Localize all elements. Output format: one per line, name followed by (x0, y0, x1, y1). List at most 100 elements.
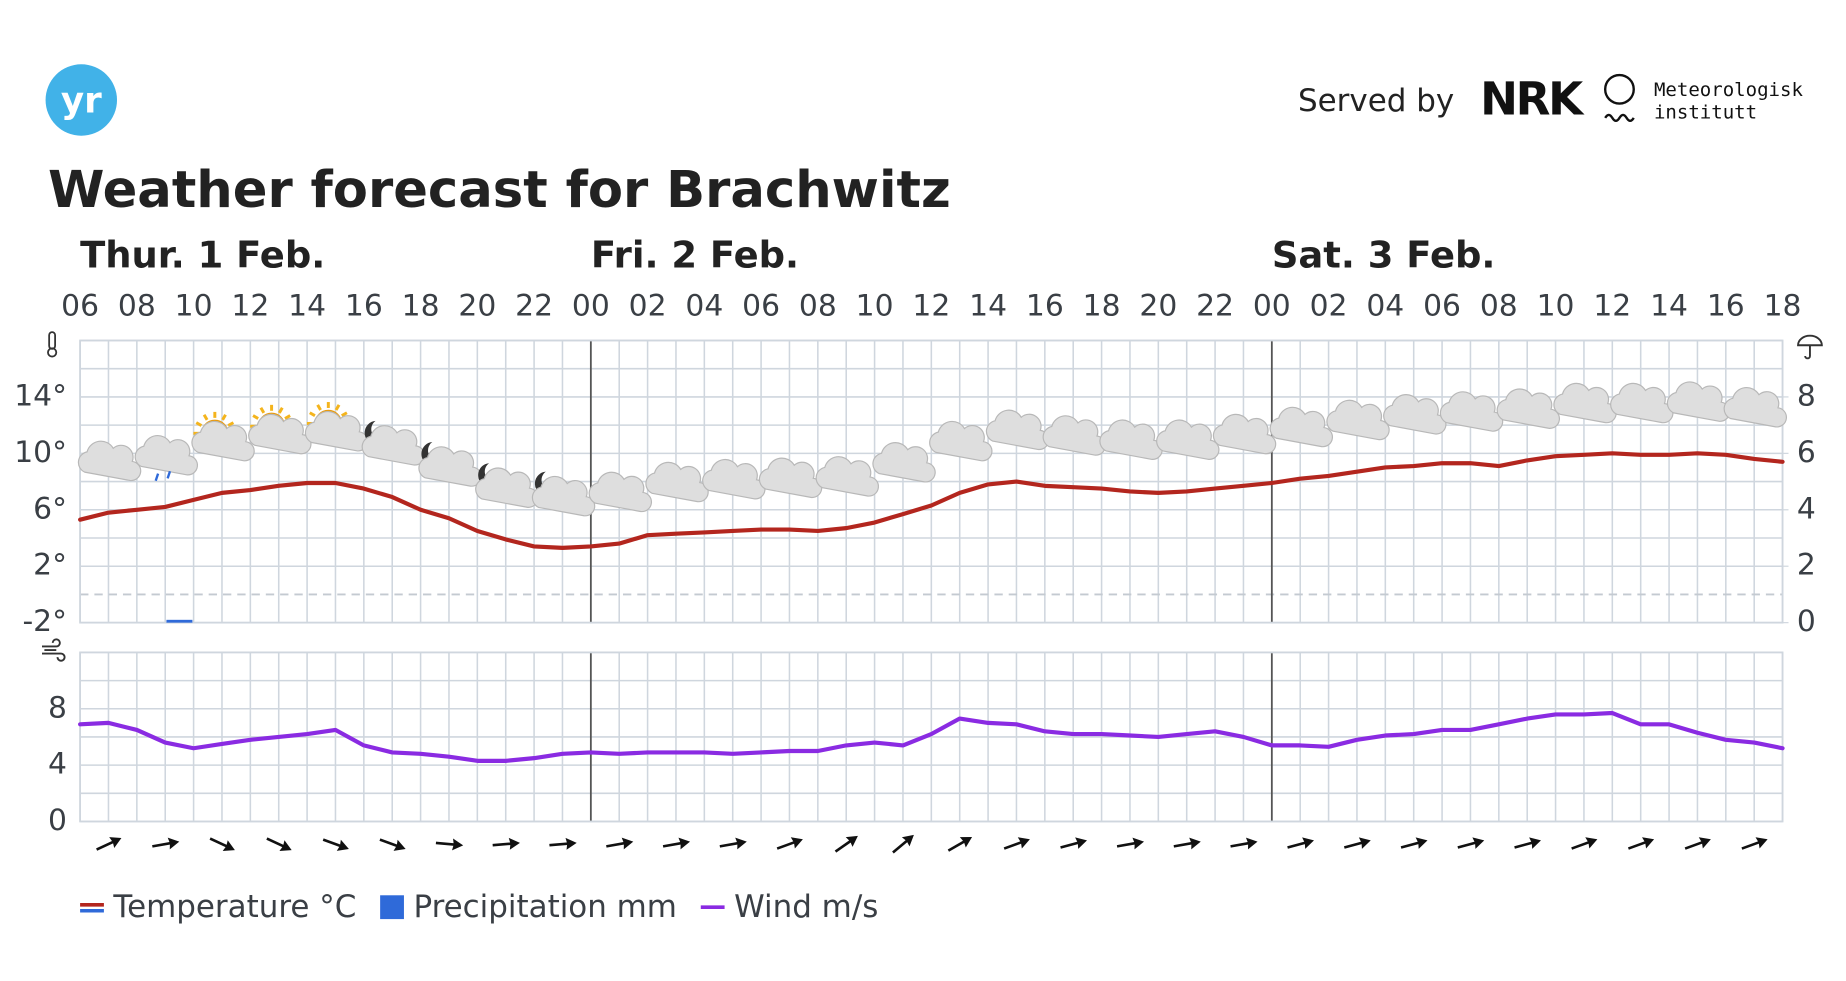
wind-arrow-head (959, 836, 973, 848)
wind-arrow-head (279, 840, 292, 851)
wind-arrow-head (1755, 837, 1768, 849)
weather-icon (248, 404, 312, 455)
cloud (929, 420, 993, 462)
thermometer-bulb (47, 347, 58, 358)
cloud (985, 409, 1050, 451)
y-tick-label: 8 (48, 690, 67, 725)
wind-arrow-head (735, 837, 747, 850)
plot-border (79, 339, 1784, 624)
weather-icon (929, 420, 993, 462)
x-tick-label: 08 (1480, 289, 1518, 324)
sun-ray (227, 421, 235, 427)
sun-ray (340, 411, 348, 418)
y-tick-label: 10° (14, 435, 67, 470)
x-tick-label: 04 (685, 289, 723, 324)
chart-panel: -2° 2° 6° 10° 14° 0 2 4 6 8 (14, 339, 1816, 639)
met-name-line: institutt (1654, 102, 1757, 124)
weather-icon (77, 440, 142, 482)
weather-icon (1212, 413, 1277, 455)
wind-arrow-head (1585, 837, 1598, 849)
header: yr Served by NRK Meteorologisk institutt… (45, 64, 1803, 220)
wind-arrow (1173, 837, 1201, 850)
y2-tick-label: 6 (1797, 435, 1816, 470)
x-tick-label: 16 (345, 289, 383, 324)
wind-arrow-head (167, 837, 180, 850)
cloud (304, 410, 369, 452)
x-tick-label: 16 (1026, 289, 1064, 324)
wind-arrow (379, 838, 406, 851)
wind-arrow-head (452, 838, 464, 851)
wind-arrow (892, 834, 914, 854)
wind-arrow-head (678, 837, 691, 850)
weather-icon (1269, 406, 1333, 448)
cloud (1723, 386, 1787, 428)
wind-arrow-head (845, 835, 858, 847)
sun-ray (309, 411, 316, 418)
weather-icon (134, 434, 198, 482)
wind-arrow-head (1529, 837, 1541, 849)
wind-arrow (549, 837, 577, 850)
legend-label: Wind m/s (734, 889, 878, 925)
x-tick-label: 20 (1139, 289, 1177, 324)
cloud (702, 458, 766, 500)
sun-ray (202, 414, 209, 421)
x-tick-label: 20 (458, 289, 496, 324)
cloud (588, 471, 652, 513)
met-logo-sun (1603, 73, 1635, 105)
x-tick-label: 12 (231, 289, 269, 324)
wind-arrow-head (621, 837, 634, 850)
thermometer-icon (48, 331, 56, 350)
y2-tick-label: 2 (1797, 548, 1816, 583)
weather-icon (191, 411, 255, 462)
wind-arrow-head (1415, 837, 1428, 849)
cloud (645, 461, 709, 503)
weather-icon (588, 471, 652, 513)
weather-icon (304, 402, 369, 452)
legend-item: Wind m/s (700, 889, 878, 925)
rain-drop (166, 470, 172, 479)
y-tick-label: 6° (33, 491, 67, 526)
wind-arrow-head (222, 840, 235, 851)
sun-ray (252, 414, 259, 420)
chart-panel: 0 4 8 (48, 651, 1785, 838)
cloud (134, 434, 198, 476)
weather-icon (361, 420, 425, 466)
wind-arrow (322, 838, 349, 851)
x-tick-label: 14 (288, 289, 326, 324)
sun-ray (316, 404, 322, 411)
wind-arrow-head (1132, 837, 1145, 850)
day-label: Sat. 3 Feb. (1272, 234, 1496, 277)
rain-drop (154, 473, 160, 482)
wind-arrow (96, 837, 122, 851)
y-tick-label: 0 (48, 803, 67, 838)
x-tick-label: 08 (118, 289, 156, 324)
y2-tick-label: 0 (1797, 604, 1816, 639)
sun-ray (284, 414, 291, 420)
legend-item: Precipitation mm (380, 889, 677, 925)
weather-icon (872, 442, 936, 483)
wind-arrow (719, 837, 747, 850)
x-tick-label: 18 (1083, 289, 1121, 324)
wind-arrow (834, 835, 858, 853)
cloud (191, 420, 255, 462)
series-line (78, 710, 1785, 763)
side-icons (42, 331, 1823, 662)
x-tick-label: 06 (61, 289, 99, 324)
x-tick-label: 00 (572, 289, 610, 324)
sun-ray (334, 404, 341, 411)
wind-arrow (1287, 837, 1315, 849)
cloud (1666, 381, 1731, 422)
wind-arrow-head (1075, 837, 1088, 849)
cloud (531, 475, 596, 517)
wind-arrow (947, 836, 973, 852)
wind-icon (42, 638, 66, 662)
series-line (78, 451, 1785, 550)
precipitation-bar (166, 619, 193, 623)
weather-icon (1610, 382, 1674, 424)
wind-arrow-head (1017, 837, 1030, 849)
wind-arrow-head (1472, 837, 1485, 849)
x-tick-label: 10 (856, 289, 894, 324)
day-label: Fri. 2 Feb. (591, 234, 799, 277)
cloud (1269, 406, 1333, 448)
